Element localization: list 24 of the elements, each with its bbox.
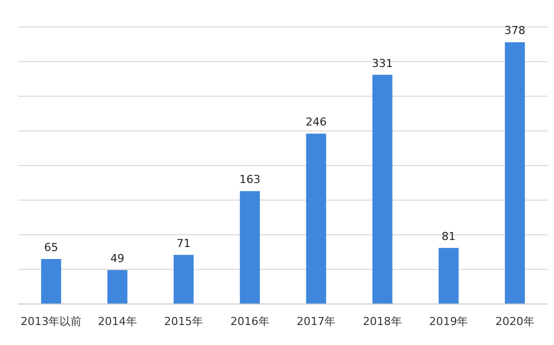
bar	[41, 258, 62, 304]
x-tick-label: 2020年	[495, 315, 534, 328]
x-tick-label: 2019年	[429, 315, 468, 328]
data-label: 378	[504, 24, 526, 38]
x-tick-label: 2018年	[362, 315, 402, 328]
data-label: 331	[372, 56, 393, 70]
bar	[438, 248, 459, 304]
data-label: 71	[176, 236, 191, 250]
x-tick-label: 2014年	[98, 315, 137, 328]
data-label: 246	[306, 116, 327, 129]
x-tick-label: 2017年	[296, 315, 336, 328]
data-label: 81	[442, 230, 456, 243]
bar	[174, 254, 194, 304]
data-label: 49	[110, 252, 124, 266]
data-label: 65	[44, 240, 58, 254]
x-tick-label: 2015年	[164, 315, 204, 328]
bar	[240, 191, 260, 304]
bar	[504, 42, 525, 304]
x-tick-label: 2016年	[230, 315, 270, 328]
bar	[306, 134, 326, 304]
data-label: 163	[239, 173, 260, 186]
x-tick-label: 2013年以前	[20, 315, 82, 328]
bar	[107, 270, 128, 304]
bar	[372, 74, 392, 304]
